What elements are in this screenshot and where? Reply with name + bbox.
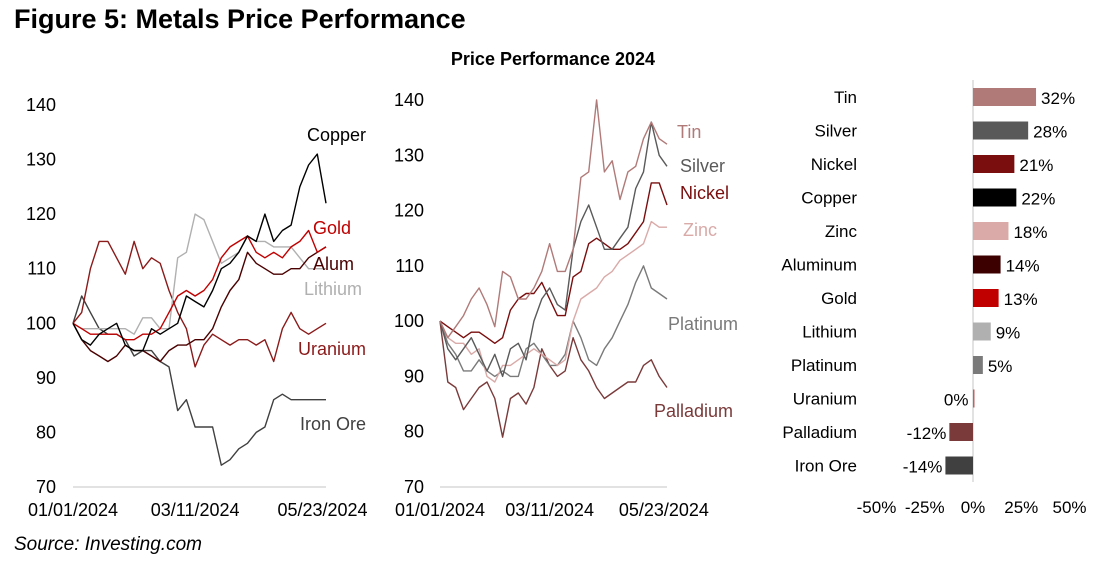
bar-iron-ore <box>945 456 973 475</box>
series-label-platinum: Platinum <box>668 314 738 334</box>
series-label-iron-ore: Iron Ore <box>300 414 366 434</box>
series-line-iron-ore <box>72 295 326 466</box>
series-label-lithium: Lithium <box>304 279 362 299</box>
bar-aluminum <box>973 255 1001 274</box>
middle-x-tick-label: 05/23/2024 <box>619 500 709 520</box>
bar-value-label: -14% <box>903 458 943 477</box>
left-y-tick-label: 100 <box>26 313 56 333</box>
left-y-tick-label: 70 <box>36 477 56 497</box>
series-line-nickel <box>439 182 668 344</box>
bar-value-label: 5% <box>988 357 1013 376</box>
series-line-alum <box>72 246 327 363</box>
figure-title: Figure 5: Metals Price Performance <box>14 4 466 34</box>
left-y-tick-label: 120 <box>26 204 56 224</box>
bar-category-label: Lithium <box>802 323 857 342</box>
bar-category-label: Platinum <box>791 356 857 375</box>
series-line-tin <box>439 99 668 339</box>
source-note: Source: Investing.com <box>14 534 202 555</box>
series-line-platinum <box>439 265 668 378</box>
middle-y-tick-label: 140 <box>394 90 424 110</box>
middle-x-tick-label: 01/01/2024 <box>395 500 485 520</box>
bar-palladium <box>949 423 973 441</box>
bar-category-label: Aluminum <box>781 256 857 275</box>
middle-y-tick-label: 70 <box>404 477 424 497</box>
bar-x-tick-label: 25% <box>1004 498 1038 517</box>
series-line-lithium <box>72 213 326 335</box>
bar-category-label: Zinc <box>825 222 858 241</box>
series-line-uranium <box>72 240 327 368</box>
series-label-tin: Tin <box>677 122 701 142</box>
bar-nickel <box>973 155 1015 173</box>
middle-y-tick-label: 110 <box>395 256 424 276</box>
bar-value-label: 22% <box>1021 190 1055 209</box>
left-x-tick-label: 05/23/2024 <box>277 500 367 520</box>
chart-subtitle: Price Performance 2024 <box>450 49 656 69</box>
bar-value-label: 13% <box>1004 290 1038 309</box>
left-y-tick-label: 130 <box>26 150 56 170</box>
series-line-gold <box>72 229 327 341</box>
bar-value-label: 21% <box>1019 156 1053 175</box>
series-label-nickel: Nickel <box>680 183 729 203</box>
bar-category-label: Nickel <box>811 155 857 174</box>
bar-tin <box>973 88 1037 106</box>
series-line-palladium <box>439 321 668 438</box>
bar-value-label: 0% <box>944 391 969 410</box>
bar-value-label: 9% <box>996 324 1021 343</box>
bar-silver <box>973 121 1029 140</box>
bar-category-label: Palladium <box>782 423 857 442</box>
bar-category-label: Gold <box>821 289 857 308</box>
middle-y-tick-label: 100 <box>394 311 424 331</box>
middle-x-tick-label: 03/11/2024 <box>505 500 594 520</box>
bar-copper <box>973 188 1017 207</box>
bar-zinc <box>973 222 1009 240</box>
series-label-silver: Silver <box>680 156 725 176</box>
bar-x-tick-label: 0% <box>961 498 986 517</box>
bar-value-label: 14% <box>1006 257 1040 276</box>
series-line-copper <box>72 153 327 352</box>
bar-lithium <box>973 322 991 341</box>
bar-category-label: Iron Ore <box>795 457 857 476</box>
bar-category-label: Uranium <box>793 390 857 409</box>
series-label-copper: Copper <box>307 125 366 145</box>
series-line-silver <box>439 121 668 378</box>
left-x-tick-label: 03/11/2024 <box>151 500 240 520</box>
bar-value-label: 28% <box>1033 123 1067 142</box>
bar-gold <box>973 289 999 307</box>
bar-x-tick-label: -50% <box>857 498 897 517</box>
middle-y-tick-label: 130 <box>394 145 424 165</box>
bar-uranium <box>973 389 975 408</box>
series-label-alum: Alum <box>313 254 354 274</box>
bar-x-tick-label: -25% <box>905 498 945 517</box>
series-label-gold: Gold <box>313 218 351 238</box>
bar-category-label: Tin <box>834 88 857 107</box>
series-label-zinc: Zinc <box>683 220 717 240</box>
left-y-tick-label: 90 <box>36 368 56 388</box>
left-y-tick-label: 140 <box>26 95 56 115</box>
left-y-tick-label: 110 <box>27 259 56 279</box>
left-y-tick-label: 80 <box>36 422 56 442</box>
middle-y-tick-label: 120 <box>394 201 424 221</box>
bar-category-label: Copper <box>801 189 857 208</box>
series-label-palladium: Palladium <box>654 401 733 421</box>
left-x-tick-label: 01/01/2024 <box>28 500 118 520</box>
middle-y-tick-label: 80 <box>404 422 424 442</box>
series-label-uranium: Uranium <box>298 339 366 359</box>
bar-x-tick-label: 50% <box>1053 498 1087 517</box>
bar-value-label: 32% <box>1041 89 1075 108</box>
bar-category-label: Silver <box>814 122 857 141</box>
bar-value-label: -12% <box>907 424 947 443</box>
bar-value-label: 18% <box>1013 223 1047 242</box>
middle-y-tick-label: 90 <box>404 366 424 386</box>
bar-platinum <box>973 356 983 374</box>
series-line-zinc <box>439 220 667 383</box>
